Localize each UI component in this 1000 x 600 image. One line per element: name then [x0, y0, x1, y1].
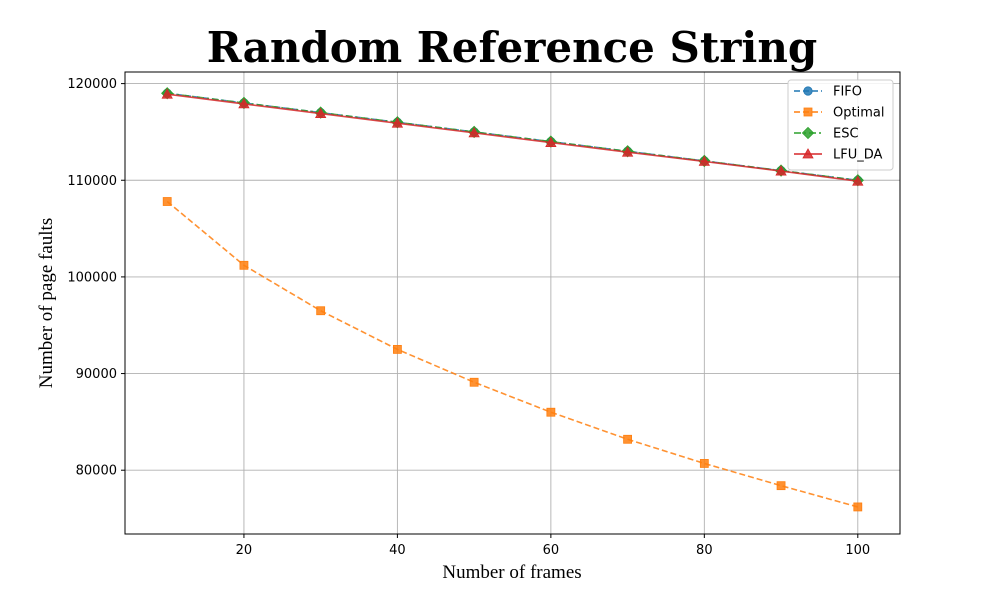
legend-label: FIFO	[833, 85, 862, 100]
y-tick-label: 110000	[67, 174, 117, 189]
legend-label: ESC	[833, 127, 859, 142]
data-point	[468, 127, 480, 138]
legend-marker	[802, 148, 814, 159]
data-point	[699, 459, 709, 468]
data-point	[391, 117, 404, 128]
legend-marker	[803, 107, 813, 117]
data-point	[239, 260, 249, 270]
y-tick-label: 80000	[76, 464, 117, 479]
data-point	[621, 146, 634, 157]
legend-item: FIFO	[794, 85, 862, 100]
data-point	[623, 434, 632, 444]
plot-frame	[124, 71, 901, 535]
x-tick-label: 80	[696, 543, 713, 558]
legend-label: Optimal	[833, 106, 884, 121]
data-point	[776, 481, 786, 491]
x-tick-label: 60	[543, 543, 560, 558]
data-point	[314, 107, 327, 118]
x-tick-label: 40	[389, 543, 406, 558]
data-point	[162, 197, 172, 206]
data-point	[238, 98, 250, 109]
data-point	[853, 502, 863, 512]
y-tick-label: 120000	[67, 77, 117, 92]
legend-marker	[801, 126, 815, 140]
chart-title: Random Reference String	[207, 23, 818, 72]
series-esc	[161, 87, 864, 187]
data-point	[469, 377, 479, 387]
series-line	[167, 93, 858, 183]
series-layer	[161, 87, 864, 512]
data-point	[316, 306, 326, 316]
data-point	[393, 344, 402, 354]
data-point	[546, 407, 556, 417]
ticks: 20 40 60 80 100 80000 90000 100000 110000 120000	[67, 77, 870, 558]
y-axis-label: Number of page faults	[36, 218, 57, 388]
legend-item: LFU_DA	[794, 148, 883, 163]
x-axis-label: Number of frames	[442, 562, 581, 583]
y-tick-label: 90000	[76, 367, 117, 382]
grid	[125, 72, 900, 534]
x-tick-label: 100	[845, 543, 870, 558]
series-lfu-da	[161, 88, 864, 186]
series-optimal	[162, 197, 863, 512]
data-point	[545, 136, 557, 147]
data-point	[852, 175, 864, 186]
y-tick-label: 100000	[67, 270, 117, 285]
data-point	[698, 155, 711, 166]
data-point	[775, 165, 787, 176]
legend-item: Optimal	[794, 106, 884, 121]
legend-label: LFU_DA	[833, 148, 883, 163]
x-tick-label: 20	[236, 543, 253, 558]
legend-marker	[803, 86, 813, 96]
legend: FIFO Optimal ESC LFU_DA	[787, 79, 894, 171]
legend-box	[787, 79, 894, 171]
data-point	[161, 88, 173, 99]
series-line	[166, 200, 859, 508]
legend-item: ESC	[794, 127, 859, 142]
